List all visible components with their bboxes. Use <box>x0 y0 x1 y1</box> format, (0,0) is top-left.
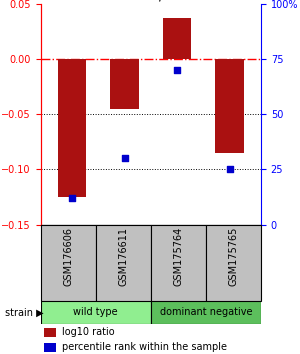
Bar <box>151 301 261 324</box>
Point <box>122 156 127 161</box>
Bar <box>151 225 206 301</box>
Bar <box>96 225 151 301</box>
Point <box>70 195 74 201</box>
Bar <box>215 59 244 153</box>
Point <box>175 67 179 73</box>
Text: dominant negative: dominant negative <box>160 307 252 318</box>
Text: GSM176606: GSM176606 <box>63 227 73 286</box>
Text: GSM175764: GSM175764 <box>173 227 183 286</box>
Title: GDS2691 / 19832: GDS2691 / 19832 <box>89 0 212 2</box>
Text: strain ▶: strain ▶ <box>4 307 43 318</box>
Bar <box>40 225 96 301</box>
Point <box>227 167 232 172</box>
Bar <box>110 59 139 109</box>
Text: percentile rank within the sample: percentile rank within the sample <box>61 342 226 352</box>
Text: GSM176611: GSM176611 <box>118 227 128 286</box>
Text: GSM175765: GSM175765 <box>228 227 239 286</box>
Text: log10 ratio: log10 ratio <box>61 327 114 337</box>
Bar <box>40 301 151 324</box>
Bar <box>44 328 56 337</box>
Text: wild type: wild type <box>73 307 118 318</box>
Bar <box>163 18 191 59</box>
Bar <box>58 59 86 197</box>
Bar <box>44 343 56 352</box>
Bar <box>206 225 261 301</box>
